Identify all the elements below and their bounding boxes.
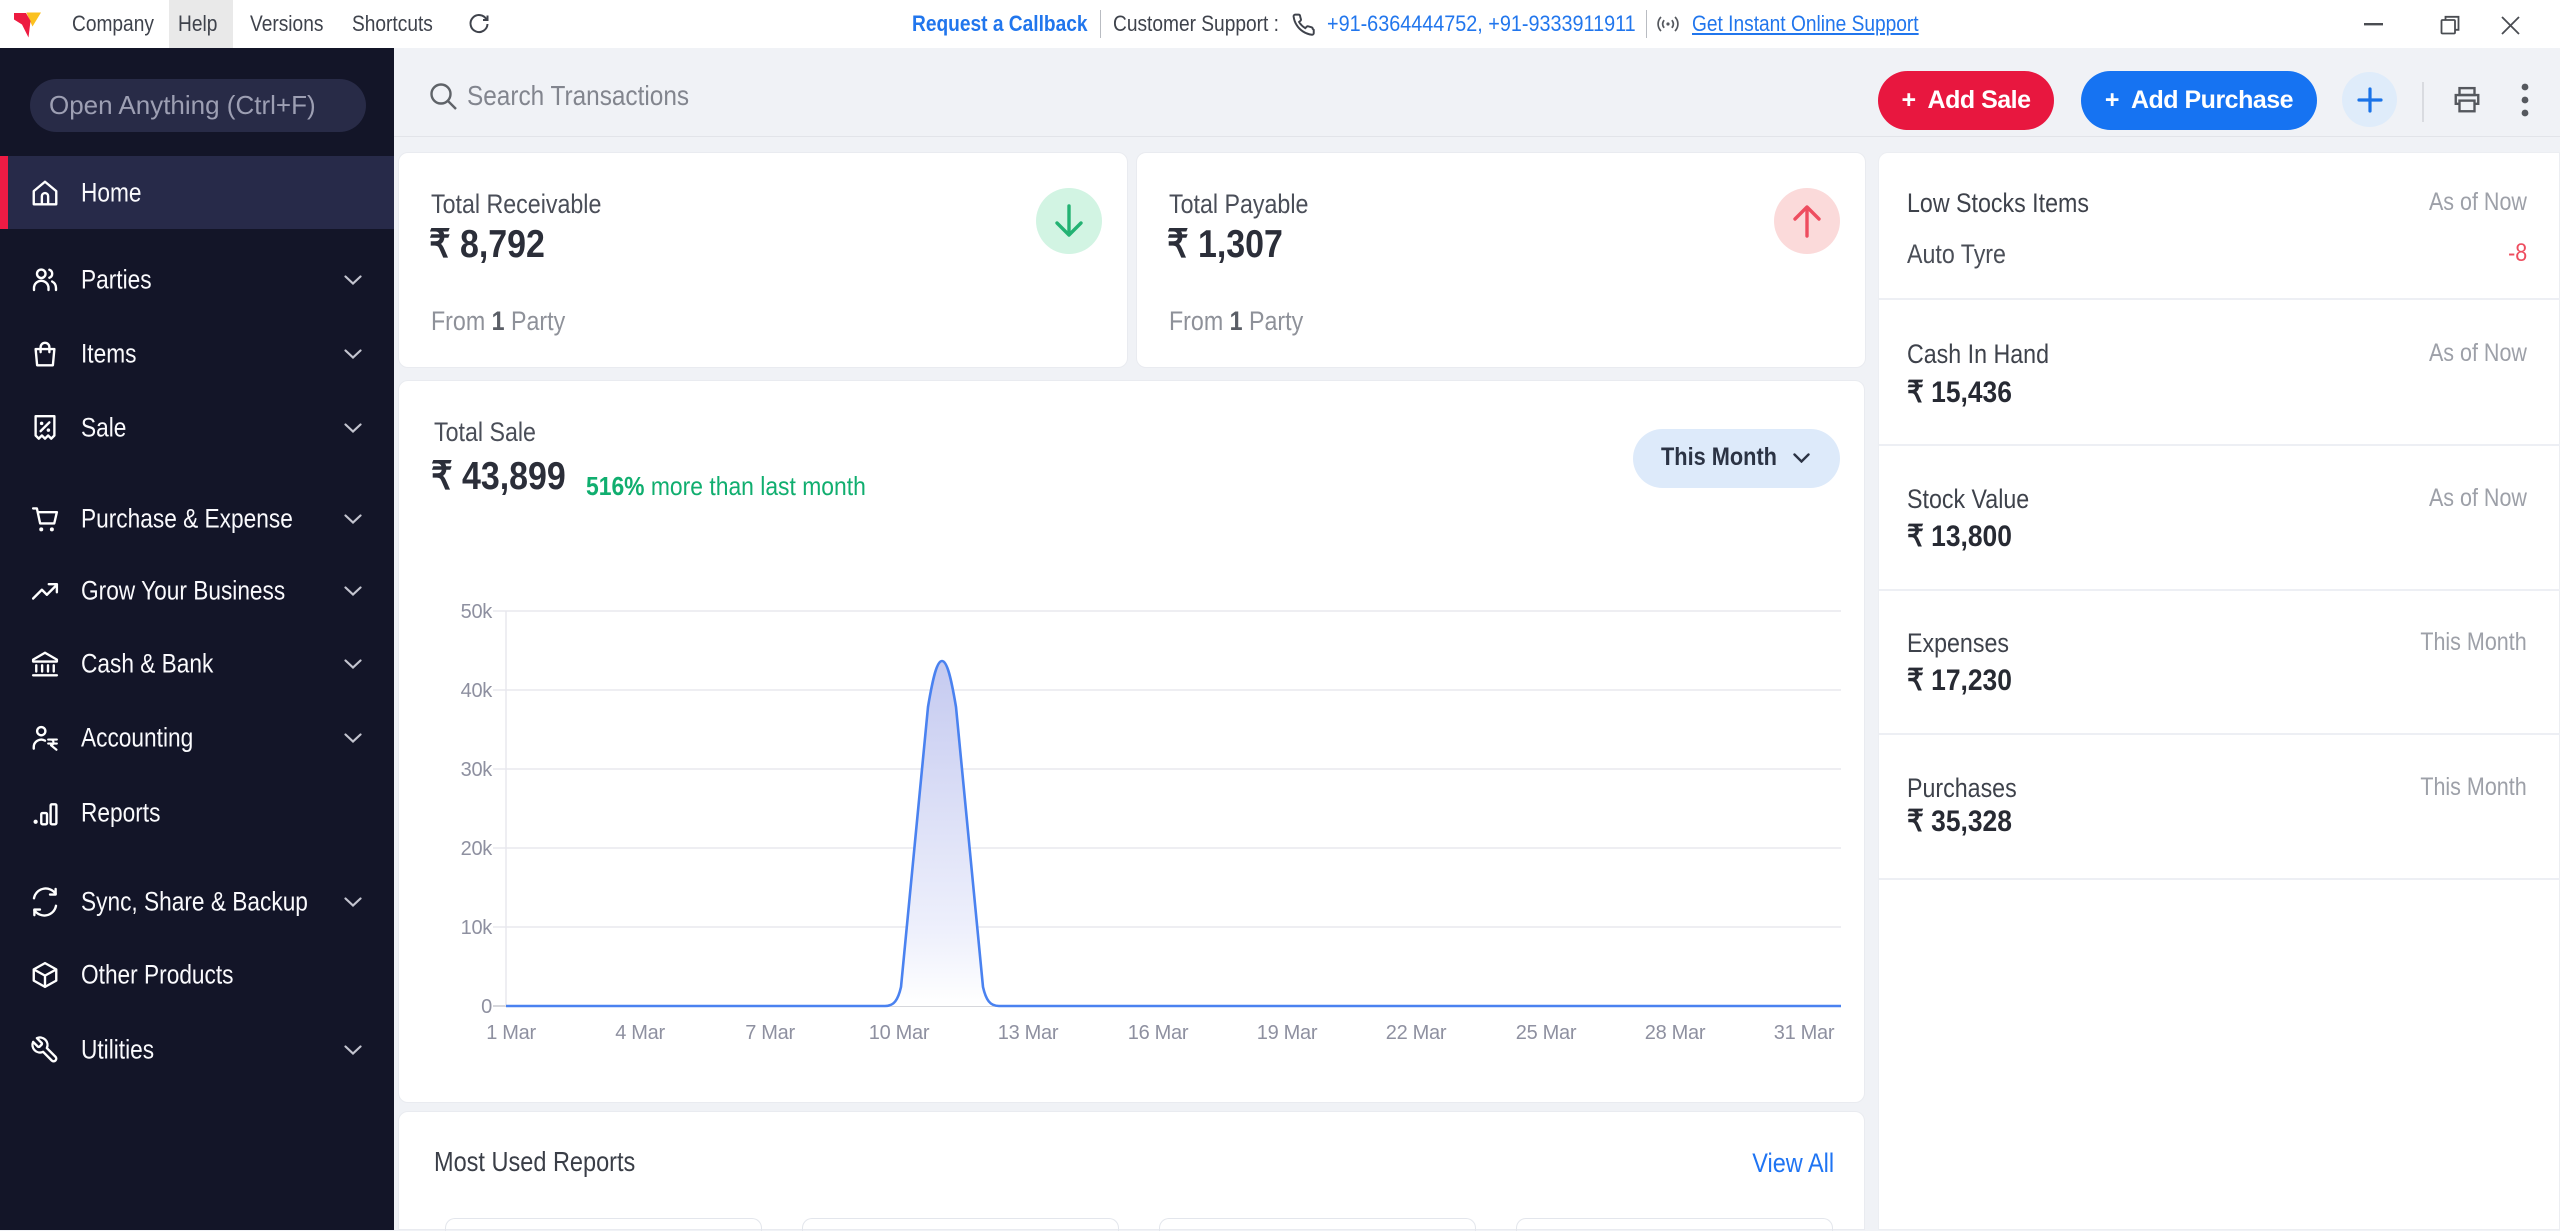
svg-text:13 Mar: 13 Mar bbox=[998, 1022, 1059, 1044]
svg-text:30k: 30k bbox=[461, 759, 494, 781]
svg-text:16 Mar: 16 Mar bbox=[1128, 1022, 1189, 1044]
svg-text:28 Mar: 28 Mar bbox=[1645, 1022, 1706, 1044]
svg-text:31 Mar: 31 Mar bbox=[1774, 1022, 1835, 1044]
svg-text:40k: 40k bbox=[461, 680, 494, 702]
svg-text:50k: 50k bbox=[461, 601, 494, 623]
svg-text:10k: 10k bbox=[461, 917, 494, 939]
svg-text:22 Mar: 22 Mar bbox=[1386, 1022, 1447, 1044]
svg-text:10 Mar: 10 Mar bbox=[869, 1022, 930, 1044]
svg-text:19 Mar: 19 Mar bbox=[1257, 1022, 1318, 1044]
svg-text:20k: 20k bbox=[461, 838, 494, 860]
svg-text:25 Mar: 25 Mar bbox=[1516, 1022, 1577, 1044]
svg-text:1 Mar: 1 Mar bbox=[486, 1022, 536, 1044]
svg-text:7 Mar: 7 Mar bbox=[745, 1022, 795, 1044]
svg-text:0: 0 bbox=[481, 996, 492, 1018]
svg-text:4 Mar: 4 Mar bbox=[615, 1022, 665, 1044]
